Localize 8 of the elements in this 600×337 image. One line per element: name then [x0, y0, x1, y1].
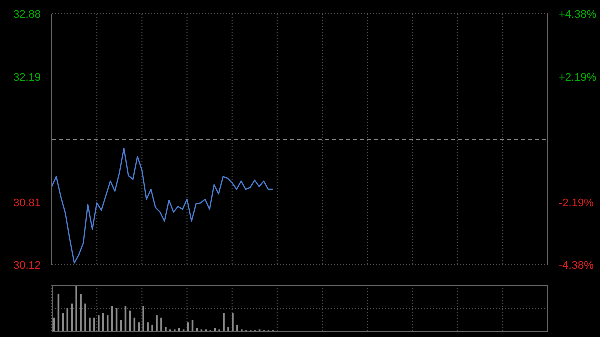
- y2-tick-label: +4.38%: [559, 9, 597, 21]
- y-tick-label: 30.12: [13, 260, 41, 272]
- y2-tick-label: -2.19%: [559, 197, 594, 210]
- y-tick-label: 30.81: [13, 197, 41, 210]
- y2-tick-label: -4.38%: [559, 260, 594, 272]
- y2-tick-label: +2.19%: [559, 72, 597, 84]
- y-tick-label: 32.88: [13, 9, 41, 21]
- y-tick-label: 32.19: [13, 72, 41, 84]
